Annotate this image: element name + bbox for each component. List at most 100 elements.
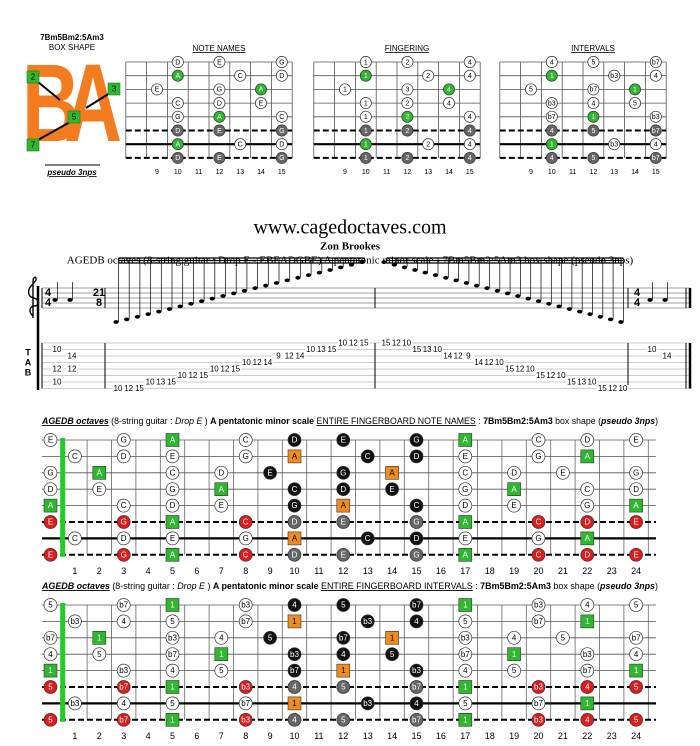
note-dot (214, 647, 229, 662)
note-label: b3 (652, 114, 660, 121)
note-dot (275, 110, 288, 123)
fret-number: 24 (631, 566, 641, 576)
fret-number: 12 (338, 731, 348, 741)
note-label: 4 (463, 666, 468, 675)
note-label: 1 (364, 100, 368, 107)
note-label: 4 (550, 155, 554, 162)
note-label: 1 (48, 666, 53, 675)
note-label: 1 (390, 633, 395, 642)
note-dot (401, 83, 414, 96)
tab-gap (565, 378, 577, 386)
note-dot (275, 69, 288, 82)
time-signature: 4 (634, 287, 641, 299)
note-dot (458, 630, 473, 645)
note-dot (116, 547, 131, 562)
note-label: C (170, 468, 176, 477)
note-dot (401, 124, 414, 137)
tab-gap (133, 385, 145, 392)
shape-line (37, 121, 71, 141)
note-dot (43, 498, 58, 513)
note-dot (287, 712, 302, 727)
notehead (295, 275, 301, 280)
note-dot (336, 515, 351, 529)
fret-number: 4 (146, 566, 151, 576)
notehead (273, 281, 280, 285)
note-label: b3 (241, 683, 250, 692)
note-label: 5 (633, 100, 637, 107)
title-part: box shape ( (553, 416, 601, 426)
tab-gap (123, 385, 135, 392)
fret-number: 10 (289, 566, 299, 576)
tab-fret: 10 (242, 358, 251, 367)
note-label: b3 (534, 601, 543, 610)
note-dot (531, 598, 546, 612)
note-dot (336, 663, 351, 678)
note-dot (458, 498, 473, 513)
note-label: G (584, 501, 590, 510)
note-label: A (175, 142, 180, 149)
note-label: G (47, 468, 53, 477)
tab-gap (66, 352, 78, 360)
note-label: D (121, 452, 127, 461)
title-part: A pentatonic minor scale (210, 416, 316, 426)
title-part: AGEDB octaves (41, 581, 110, 591)
notehead (209, 296, 215, 301)
note-label: G (243, 534, 249, 543)
note-label: b7 (652, 155, 660, 162)
note-label: b7 (412, 683, 421, 692)
notehead (188, 301, 194, 306)
fret-number: 19 (509, 566, 519, 576)
note-label: 2 (426, 142, 430, 149)
fret-number: 6 (194, 566, 199, 576)
fret-number: 5 (170, 731, 175, 741)
note-label: G (633, 468, 639, 477)
note-label: b7 (461, 650, 470, 659)
note-dot (287, 647, 302, 662)
note-dot (649, 138, 662, 151)
note-label: 4 (468, 59, 472, 66)
fret-number: 13 (363, 566, 373, 576)
title-part: (8-string guitar : (109, 416, 175, 426)
tab-gap (326, 346, 338, 353)
note-dot (401, 97, 414, 110)
note-dot (165, 680, 180, 694)
note-dot (116, 498, 131, 513)
fret-number: 7 (219, 731, 224, 741)
note-dot (463, 138, 476, 151)
tab-fret: 14 (663, 352, 672, 361)
note-label: E (170, 452, 175, 461)
note-dot (629, 465, 643, 480)
tab-fret: 15 (505, 365, 514, 374)
note-label: A (292, 534, 298, 543)
note-dot (339, 83, 351, 96)
fret-number: 14 (387, 566, 397, 576)
fret-number: 12 (338, 566, 348, 576)
fret-number: 10 (289, 731, 299, 741)
note-label: b7 (412, 601, 421, 610)
note-label: 4 (121, 699, 126, 708)
tab-gap (596, 385, 608, 392)
note-label: 1 (292, 617, 297, 626)
fret-number: 22 (582, 731, 592, 741)
note-dot (649, 110, 662, 123)
fret-number: 14 (631, 169, 639, 176)
tab-gap (273, 352, 284, 360)
note-dot (409, 614, 424, 629)
note-label: b7 (46, 633, 55, 642)
note-dot (43, 663, 58, 678)
note-dot (359, 56, 372, 68)
time-signature: 8 (96, 297, 102, 309)
note-dot (629, 433, 643, 447)
note-dot (238, 547, 253, 562)
fret-number: 21 (558, 566, 568, 576)
note-label: b7 (119, 715, 128, 724)
note-label: b3 (363, 617, 372, 626)
note-label: G (535, 534, 541, 543)
note-label: b3 (610, 142, 618, 149)
note-dot (165, 498, 180, 513)
note-label: b7 (290, 666, 299, 675)
tab-gap (493, 359, 505, 366)
note-dot (213, 56, 226, 68)
fret-number: 22 (582, 566, 592, 576)
tab-fret: 10 (402, 339, 411, 348)
